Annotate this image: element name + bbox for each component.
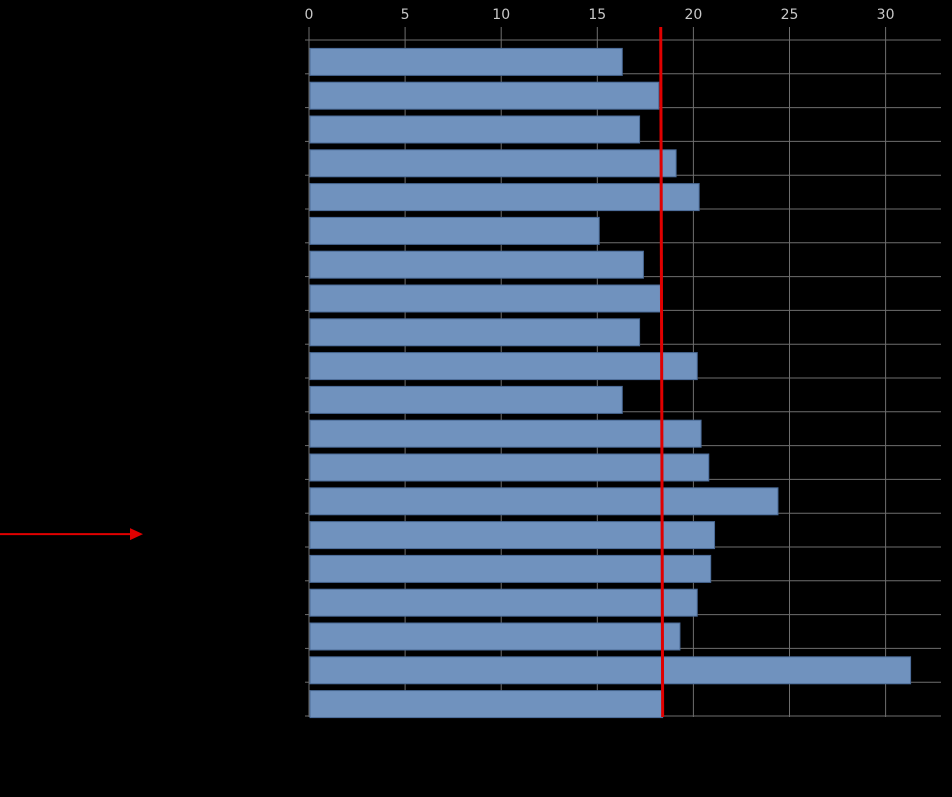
bar: [309, 183, 700, 212]
x-tick-label: 30: [877, 7, 895, 23]
bar: [309, 47, 623, 76]
x-tick-label: 0: [305, 7, 314, 23]
bar: [309, 385, 623, 414]
highlight-arrow-group: [0, 528, 143, 541]
bar: [309, 284, 662, 313]
bar: [309, 656, 912, 685]
x-tick-label: 20: [684, 7, 702, 23]
bar: [309, 250, 644, 279]
x-tick-label: 15: [588, 7, 606, 23]
bars: [309, 47, 912, 719]
bar: [309, 81, 660, 110]
bar: [309, 622, 681, 651]
highlight-arrow-head: [130, 528, 143, 541]
bar: [309, 419, 702, 448]
bar: [309, 352, 698, 381]
bar: [309, 554, 712, 583]
bar: [309, 318, 641, 347]
bar: [309, 149, 677, 178]
x-tick-label: 10: [492, 7, 510, 23]
x-tick-label: 25: [781, 7, 799, 23]
reference-line-group: [659, 26, 665, 718]
bar: [309, 521, 716, 550]
bar: [309, 588, 698, 617]
bar: [309, 115, 641, 144]
bar: [309, 487, 779, 516]
bar: [309, 216, 600, 245]
x-axis-ticks: 0 5 10 15 20 25 30: [305, 7, 895, 23]
x-tick-label: 5: [401, 7, 410, 23]
reference-line: [659, 26, 665, 718]
bar: [309, 453, 710, 482]
bar: [309, 690, 664, 719]
